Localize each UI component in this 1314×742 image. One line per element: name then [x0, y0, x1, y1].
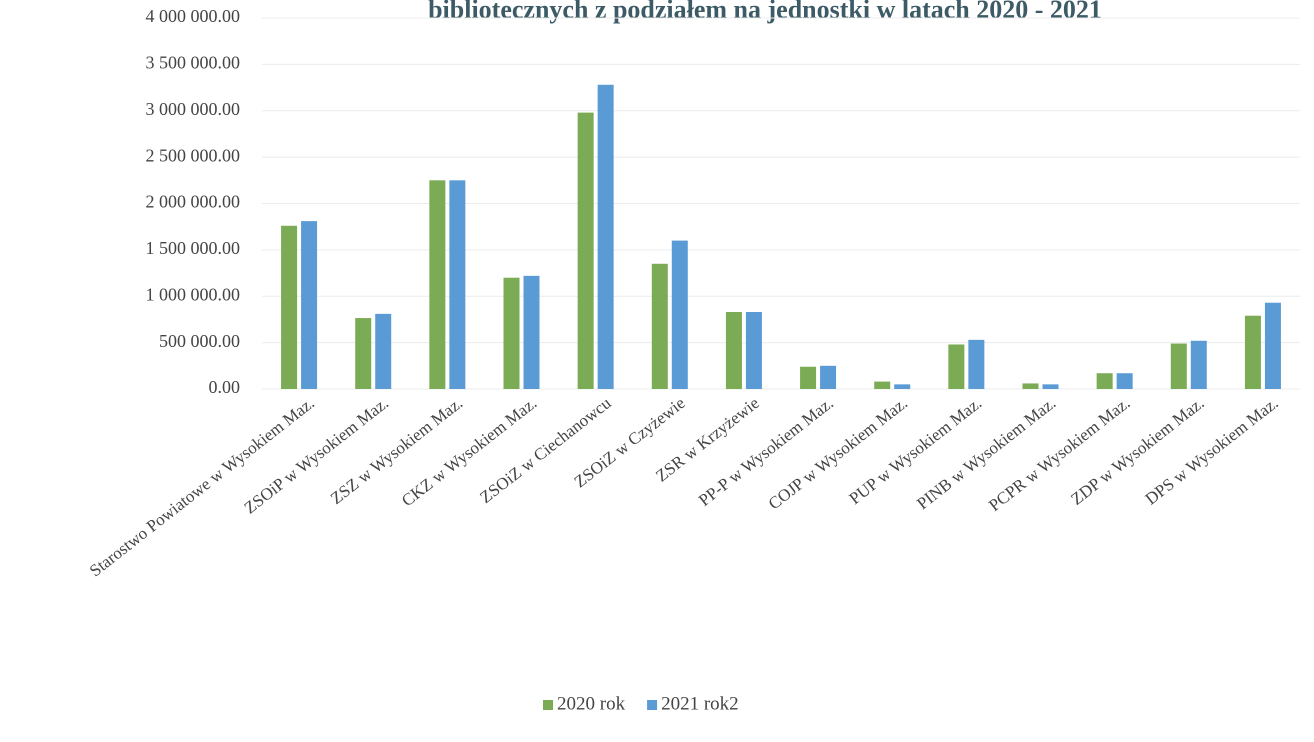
x-tick-label: DPS w Wysokiem Maz. — [1142, 393, 1282, 508]
x-tick-label: PINB w Wysokiem Maz. — [913, 393, 1059, 513]
bar — [1244, 315, 1261, 389]
bar — [281, 225, 298, 389]
legend-swatch — [647, 700, 658, 710]
bar — [503, 277, 520, 389]
x-tick-label: PP-P w Wysokiem Maz. — [695, 393, 837, 510]
y-tick-label: 3 000 000.00 — [146, 99, 241, 119]
bar — [1096, 373, 1113, 389]
y-tick-label: 2 500 000.00 — [146, 145, 241, 165]
bar — [355, 318, 372, 389]
bar — [301, 221, 318, 389]
bar — [820, 365, 837, 389]
x-tick-label: ZSZ w Wysokiem Maz. — [327, 393, 466, 508]
bar — [523, 275, 540, 389]
bar — [1042, 384, 1059, 389]
bar — [597, 84, 614, 389]
x-tick-label: CKZ w Wysokiem Maz. — [398, 393, 540, 510]
bar — [375, 313, 392, 389]
bar — [429, 180, 446, 389]
bar — [874, 381, 891, 389]
y-tick-label: 500 000.00 — [159, 331, 240, 351]
y-tick-label: 4 000 000.00 — [146, 6, 241, 26]
y-tick-label: 1 000 000.00 — [146, 284, 241, 304]
bar — [1116, 373, 1133, 389]
bar — [800, 366, 817, 389]
legend-label: 2020 rok — [557, 693, 626, 714]
x-tick-label: PCPR w Wysokiem Maz. — [985, 393, 1133, 515]
bar — [449, 180, 466, 389]
y-tick-label: 3 500 000.00 — [146, 53, 241, 73]
bar — [948, 344, 965, 389]
bar — [1190, 340, 1207, 389]
x-tick-label: PUP w Wysokiem Maz. — [846, 393, 986, 508]
x-tick-label: ZSOiZ w Ciechanowcu — [476, 393, 615, 507]
bar — [651, 263, 668, 389]
bar — [1264, 302, 1281, 389]
legend-swatch — [543, 700, 553, 710]
x-tick-label: ZSOiP w Wysokiem Maz. — [241, 393, 393, 517]
bar — [1170, 343, 1187, 389]
bar — [1022, 383, 1039, 389]
bar — [968, 339, 985, 389]
y-tick-label: 0.00 — [209, 377, 241, 397]
bar — [894, 384, 911, 389]
bar — [725, 312, 742, 389]
x-tick-label: COJP w Wysokiem Maz. — [765, 393, 911, 513]
legend-label: 2021 rok2 — [661, 693, 739, 714]
y-tick-label: 1 500 000.00 — [146, 238, 241, 258]
y-tick-label: 2 000 000.00 — [146, 192, 241, 212]
bar — [671, 240, 688, 389]
bar — [577, 112, 594, 389]
chart-title: bibliotecznych z podziałem na jednostki … — [428, 0, 1102, 24]
bar — [745, 312, 762, 389]
x-tick-label: ZDP w Wysokiem Maz. — [1067, 393, 1207, 509]
